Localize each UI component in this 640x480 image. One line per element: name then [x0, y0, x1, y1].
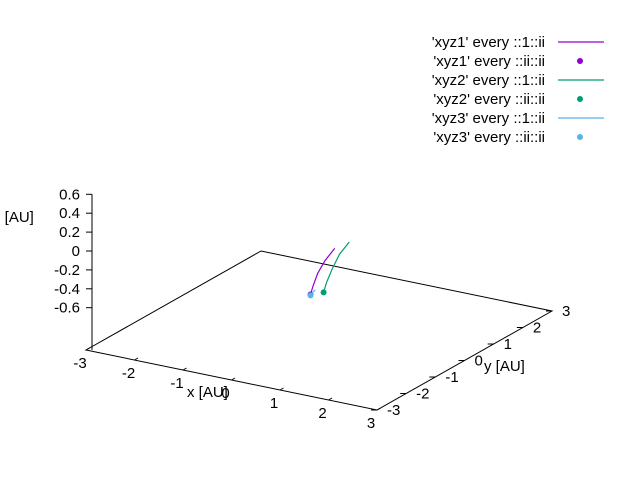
legend-label: 'xyz1' every ::ii::ii [433, 53, 545, 70]
floor-box [84, 250, 554, 411]
axes-box [84, 193, 554, 411]
y-tick-label: -2 [416, 386, 429, 403]
legend-point [577, 134, 583, 140]
y-tick-label: 2 [533, 320, 541, 337]
z-axis-label: z [AU] [0, 209, 34, 226]
x-tick-mark [182, 367, 187, 371]
x-tick-mark [279, 387, 284, 391]
x-tick-label: 3 [367, 415, 375, 432]
x-tick-mark [134, 357, 139, 361]
y-tick-label: 3 [562, 303, 570, 320]
series-line [309, 248, 336, 295]
y-tick-label: 1 [504, 336, 512, 353]
x-axis-label: x [AU] [187, 384, 228, 401]
z-tick-label: 0 [72, 243, 80, 260]
x-tick-mark [231, 377, 236, 381]
z-tick-label: 0.4 [59, 205, 80, 222]
x-tick-label: -1 [170, 375, 183, 392]
legend: 'xyz1' every ::1::ii'xyz1' every ::ii::i… [432, 34, 604, 146]
legend-point [577, 58, 583, 64]
series-point [320, 289, 327, 296]
z-tick-label: -0.2 [54, 262, 80, 279]
z-tick-label: -0.6 [54, 300, 80, 317]
x-tick-label: 0 [221, 385, 229, 402]
legend-label: 'xyz3' every ::ii::ii [433, 129, 545, 146]
legend-label: 'xyz3' every ::1::ii [432, 110, 545, 127]
y-tick-label: -1 [445, 369, 458, 386]
x-tick-mark [376, 407, 381, 411]
legend-label: 'xyz1' every ::1::ii [432, 34, 545, 51]
legend-label: 'xyz2' every ::1::ii [432, 72, 545, 89]
legend-point [577, 96, 583, 102]
plot-series [307, 241, 350, 299]
x-tick-label: -2 [122, 365, 135, 382]
z-tick-label: 0.6 [59, 186, 80, 203]
series-point [307, 292, 314, 299]
z-tick-label: -0.4 [54, 281, 80, 298]
y-axis-label: y [AU] [484, 358, 525, 375]
x-tick-mark [328, 397, 333, 401]
tick-labels: 0.6 0.4 0.2 0 -0.2 -0.4 -0.6 -3 -2 -1 0 1 2 3 -3 -2 -1 0 1… [54, 186, 570, 432]
x-tick-mark [85, 347, 90, 351]
y-tick-label: -3 [387, 402, 400, 419]
legend-label: 'xyz2' every ::ii::ii [433, 91, 545, 108]
series-line [323, 241, 350, 293]
x-tick-label: -3 [73, 355, 86, 372]
z-tick-label: 0.2 [59, 224, 80, 241]
x-tick-label: 2 [318, 405, 326, 422]
y-tick-label: 0 [475, 353, 483, 370]
x-tick-label: 1 [270, 395, 278, 412]
